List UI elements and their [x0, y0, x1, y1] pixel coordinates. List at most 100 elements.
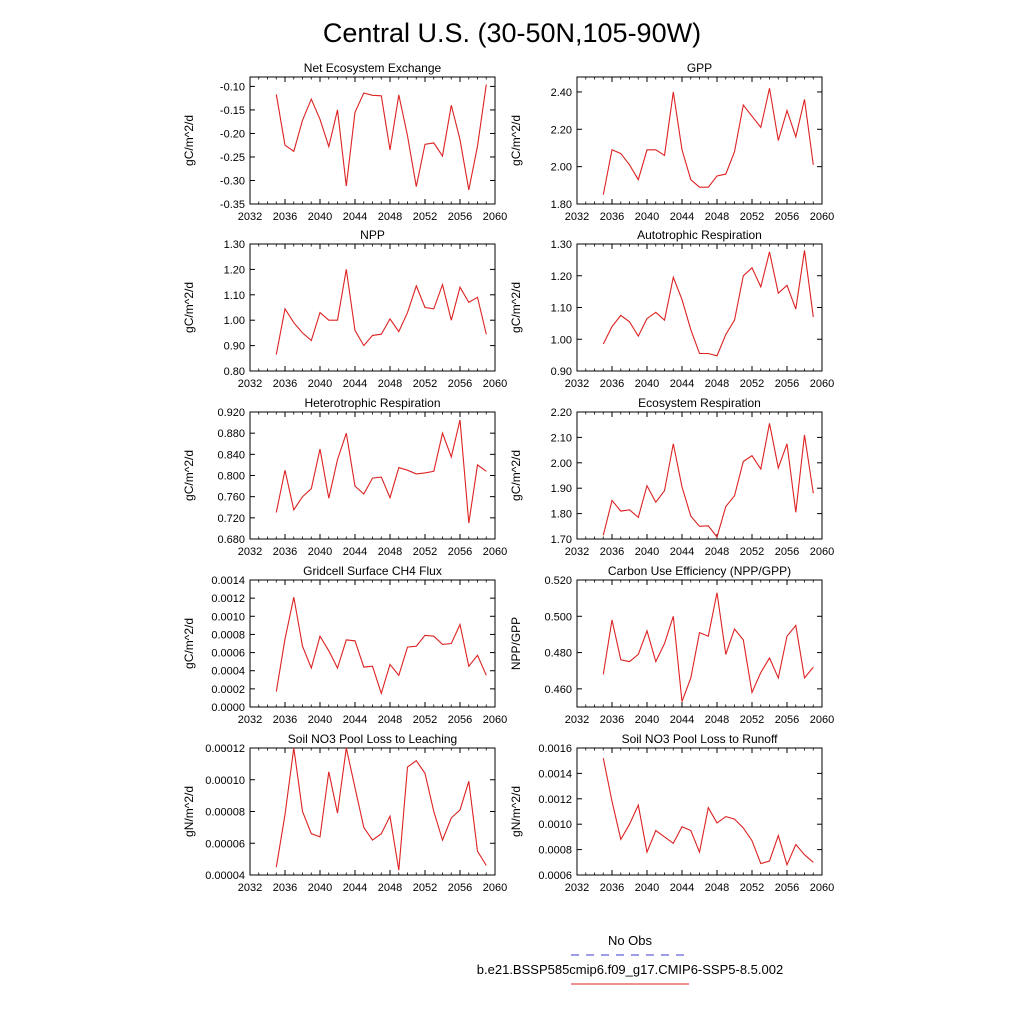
y-tick-label: 0.840 [217, 449, 245, 461]
y-tick-label: 0.00010 [205, 775, 245, 787]
x-tick-label: 2060 [483, 546, 507, 558]
y-tick-label: 1.00 [224, 315, 245, 327]
y-tick-label: 0.0004 [211, 666, 245, 678]
y-tick-label: 0.0012 [538, 794, 572, 806]
x-tick-label: 2032 [565, 546, 589, 558]
x-tick-label: 2052 [740, 546, 764, 558]
x-tick-label: 2052 [740, 714, 764, 726]
x-tick-label: 2052 [413, 546, 437, 558]
y-tick-label: 2.10 [551, 432, 572, 444]
x-tick-label: 2040 [635, 546, 659, 558]
plot-frame [576, 243, 823, 372]
y-tick-label: 1.80 [551, 509, 572, 521]
x-tick-label: 2060 [483, 882, 507, 894]
x-tick-label: 2048 [378, 714, 402, 726]
x-tick-label: 2060 [483, 211, 507, 223]
x-tick-label: 2060 [483, 714, 507, 726]
x-tick-label: 2044 [343, 211, 367, 223]
y-tick-label: 0.880 [217, 428, 245, 440]
x-tick-label: 2048 [705, 882, 729, 894]
y-tick-label: -0.30 [220, 175, 245, 187]
y-axis-label: gC/m^2/d [182, 450, 196, 501]
y-tick-label: 0.00008 [205, 807, 245, 819]
x-tick-label: 2044 [343, 546, 367, 558]
panel-title: Net Ecosystem Exchange [304, 61, 442, 75]
panel-gpp: GPP gC/m^2/d 2032 2036 2040 2044 2048 2052 2056 2… [509, 61, 834, 223]
y-tick-label: 0.90 [224, 341, 245, 353]
y-tick-label: -0.35 [220, 199, 245, 211]
y-axis-label: gN/m^2/d [509, 786, 523, 837]
y-tick-label: 1.10 [551, 303, 572, 315]
y-tick-label: 2.20 [551, 124, 572, 136]
y-tick-label: 1.30 [224, 239, 245, 251]
x-tick-label: 2032 [238, 714, 262, 726]
y-axis-label: gC/m^2/d [182, 618, 196, 669]
panel-heterotrophic-respiration: Heterotrophic Respiration gC/m^2/d 2032 203… [182, 396, 507, 558]
y-tick-label: 0.0008 [211, 629, 245, 641]
y-tick-label: 0.0002 [211, 684, 245, 696]
series-line-0 [275, 747, 487, 871]
y-tick-label: 0.500 [544, 611, 572, 623]
y-tick-label: 0.0010 [211, 611, 245, 623]
y-tick-label: -0.25 [220, 152, 245, 164]
x-tick-label: 2056 [775, 714, 799, 726]
x-tick-label: 2052 [413, 211, 437, 223]
plot-frame [249, 579, 496, 708]
x-tick-label: 2056 [448, 546, 472, 558]
x-tick-label: 2060 [810, 211, 834, 223]
y-axis-label: NPP/GPP [509, 617, 523, 670]
y-tick-label: 0.460 [544, 684, 572, 696]
x-tick-label: 2044 [670, 378, 694, 390]
y-axis-label: gC/m^2/d [182, 282, 196, 333]
y-tick-label: 2.00 [551, 162, 572, 174]
panel-title: Ecosystem Respiration [638, 396, 761, 410]
x-tick-label: 2048 [378, 378, 402, 390]
y-tick-label: 0.90 [551, 366, 572, 378]
x-tick-label: 2040 [635, 882, 659, 894]
x-tick-label: 2048 [705, 378, 729, 390]
x-tick-label: 2056 [775, 211, 799, 223]
plot-frame [576, 579, 823, 708]
panel-soil-no3-pool-loss-to-leaching: Soil NO3 Pool Loss to Leaching gN/m^2/d 20… [182, 732, 507, 894]
y-tick-label: 0.720 [217, 513, 245, 525]
plot-frame [249, 76, 496, 205]
plot-frame [249, 747, 496, 876]
y-tick-label: 0.0014 [538, 768, 572, 780]
panel-gridcell-surface-ch4-flux: Gridcell Surface CH4 Flux gC/m^2/d 2032 203… [182, 564, 507, 726]
x-tick-label: 2036 [273, 378, 297, 390]
panel-title: Autotrophic Respiration [637, 228, 762, 242]
series-line-0 [602, 250, 814, 357]
series-line-0 [275, 597, 487, 696]
series-line-0 [275, 84, 487, 191]
series-line-0 [602, 88, 814, 195]
plot-frame [576, 747, 823, 876]
x-tick-label: 2048 [378, 211, 402, 223]
x-tick-label: 2036 [273, 882, 297, 894]
panel-ecosystem-respiration: Ecosystem Respiration gC/m^2/d 2032 2036 204… [509, 396, 834, 558]
x-tick-label: 2032 [565, 211, 589, 223]
x-tick-label: 2056 [448, 378, 472, 390]
y-tick-label: 1.90 [551, 483, 572, 495]
x-tick-label: 2052 [740, 378, 764, 390]
y-axis-label: gC/m^2/d [509, 282, 523, 333]
x-tick-label: 2052 [413, 882, 437, 894]
legend: No Obs b.e21.BSSP585cmip6.f09_g17.CMIP6-… [477, 933, 783, 985]
x-tick-label: 2060 [810, 882, 834, 894]
y-tick-label: -0.15 [220, 105, 245, 117]
x-tick-label: 2048 [705, 546, 729, 558]
x-tick-label: 2032 [238, 378, 262, 390]
x-tick-label: 2052 [740, 882, 764, 894]
panel-autotrophic-respiration: Autotrophic Respiration gC/m^2/d 2032 2036 2… [509, 228, 834, 390]
panel-title: NPP [360, 228, 385, 242]
series-line-0 [275, 269, 487, 355]
plot-frame [576, 76, 823, 205]
x-tick-label: 2056 [448, 211, 472, 223]
y-tick-label: -0.10 [220, 81, 245, 93]
y-tick-label: 0.80 [224, 366, 245, 378]
x-tick-label: 2040 [308, 378, 332, 390]
y-tick-label: 2.00 [551, 458, 572, 470]
y-tick-label: 0.00004 [205, 870, 245, 882]
x-tick-label: 2060 [810, 378, 834, 390]
series-line-0 [275, 419, 487, 524]
